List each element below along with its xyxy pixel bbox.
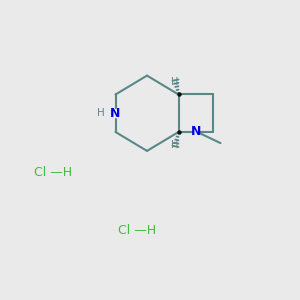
Text: H: H (97, 107, 105, 118)
Text: N: N (190, 125, 201, 139)
Text: N: N (110, 106, 121, 120)
Text: H: H (171, 76, 178, 87)
Text: H: H (171, 140, 178, 150)
Text: Cl —H: Cl —H (34, 166, 73, 179)
Text: Cl —H: Cl —H (118, 224, 157, 238)
